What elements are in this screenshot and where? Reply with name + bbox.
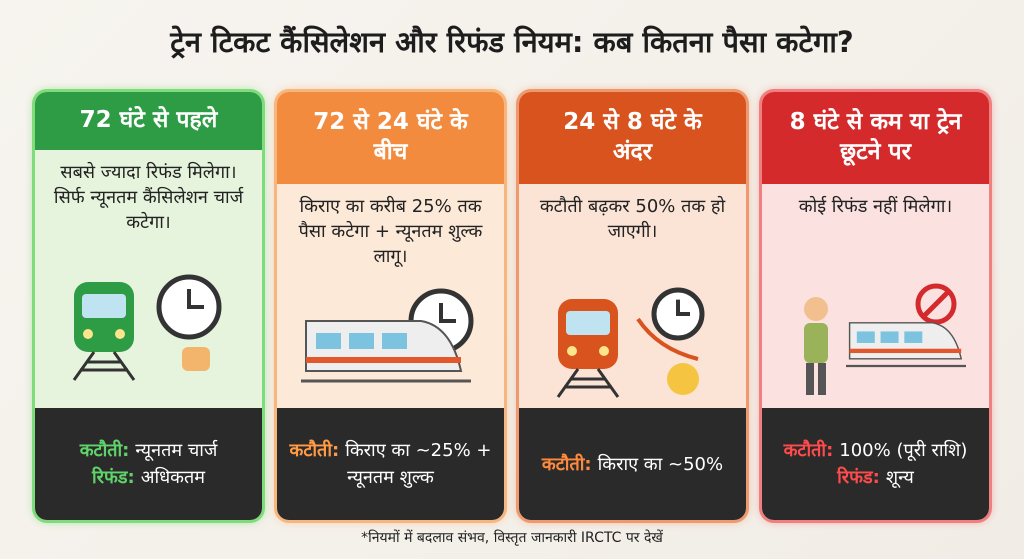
footer-line: रिफंड: अधिकतम [47,464,250,491]
illustration [35,240,262,408]
card-description: कटौती बढ़कर 50% तक हो जाएगी। [539,196,726,243]
illustration [762,274,989,408]
footer-text: 100% (पूरी राशि) [839,440,968,461]
footer-line: कटौती: किराए का ~25% + न्यूनतम शुल्क [289,437,492,491]
footer-text: किराए का ~25% + न्यूनतम शुल्क [345,440,492,488]
card: 72 घंटे से पहले सबसे ज्यादा रिफंड मिलेगा।… [35,92,262,520]
footer-label: रिफंड: [837,467,880,488]
footer-text: अधिकतम [140,467,206,488]
footer-line: कटौती: न्यूनतम चार्ज [47,437,250,464]
footer-text: शून्य [885,467,914,488]
footer-text: न्यूनतम चार्ज [135,440,218,461]
footer-line: कटौती: 100% (पूरी राशि) [774,437,977,464]
footer-line: रिफंड: शून्य [774,464,977,491]
card: 24 से 8 घंटे के अंदर कटौती बढ़कर 50% तक ह… [519,92,746,520]
title: ट्रेन टिकट कैंसिलेशन और रिफंड नियम: कब क… [170,25,854,59]
card: 8 घंटे से कम या ट्रेन छूटने पर कोई रिफंड … [762,92,989,520]
card-footer: कटौती: किराए का ~25% + न्यूनतम शुल्क [277,408,504,520]
footer-label: कटौती: [783,440,834,461]
card-header: 72 से 24 घंटे के बीच [277,92,504,184]
footer-label: कटौती: [79,440,130,461]
card-description: किराए का करीब 25% तक पैसा कटेगा + न्यूनत… [298,196,483,268]
card-footer: कटौती: किराए का ~50% [519,408,746,520]
card-description: कोई रिफंड नहीं मिलेगा। [798,196,953,217]
illustration [519,274,746,408]
footer-label: कटौती: [289,440,340,461]
card-description: सबसे ज्यादा रिफंड मिलेगा। सिर्फ न्यूनतम … [53,162,244,234]
card: 72 से 24 घंटे के बीच किराए का करीब 25% तक… [277,92,504,520]
footer-label: रिफंड: [91,467,135,488]
card-header: 24 से 8 घंटे के अंदर [519,92,746,184]
footer-text: किराए का ~50% [597,453,724,475]
footer-line: कटौती: किराए का ~50% [531,451,734,478]
card-footer: कटौती: न्यूनतम चार्ज रिफंड: अधिकतम [35,408,262,520]
illustration [277,274,504,408]
card-header: 72 घंटे से पहले [35,92,262,150]
footnote: *नियमों में बदलाव संभव, विस्तृत जानकारी … [361,530,663,546]
card-header: 8 घंटे से कम या ट्रेन छूटने पर [762,92,989,184]
card-footer: कटौती: 100% (पूरी राशि) रिफंड: शून्य [762,408,989,520]
footer-label: कटौती: [541,453,592,475]
